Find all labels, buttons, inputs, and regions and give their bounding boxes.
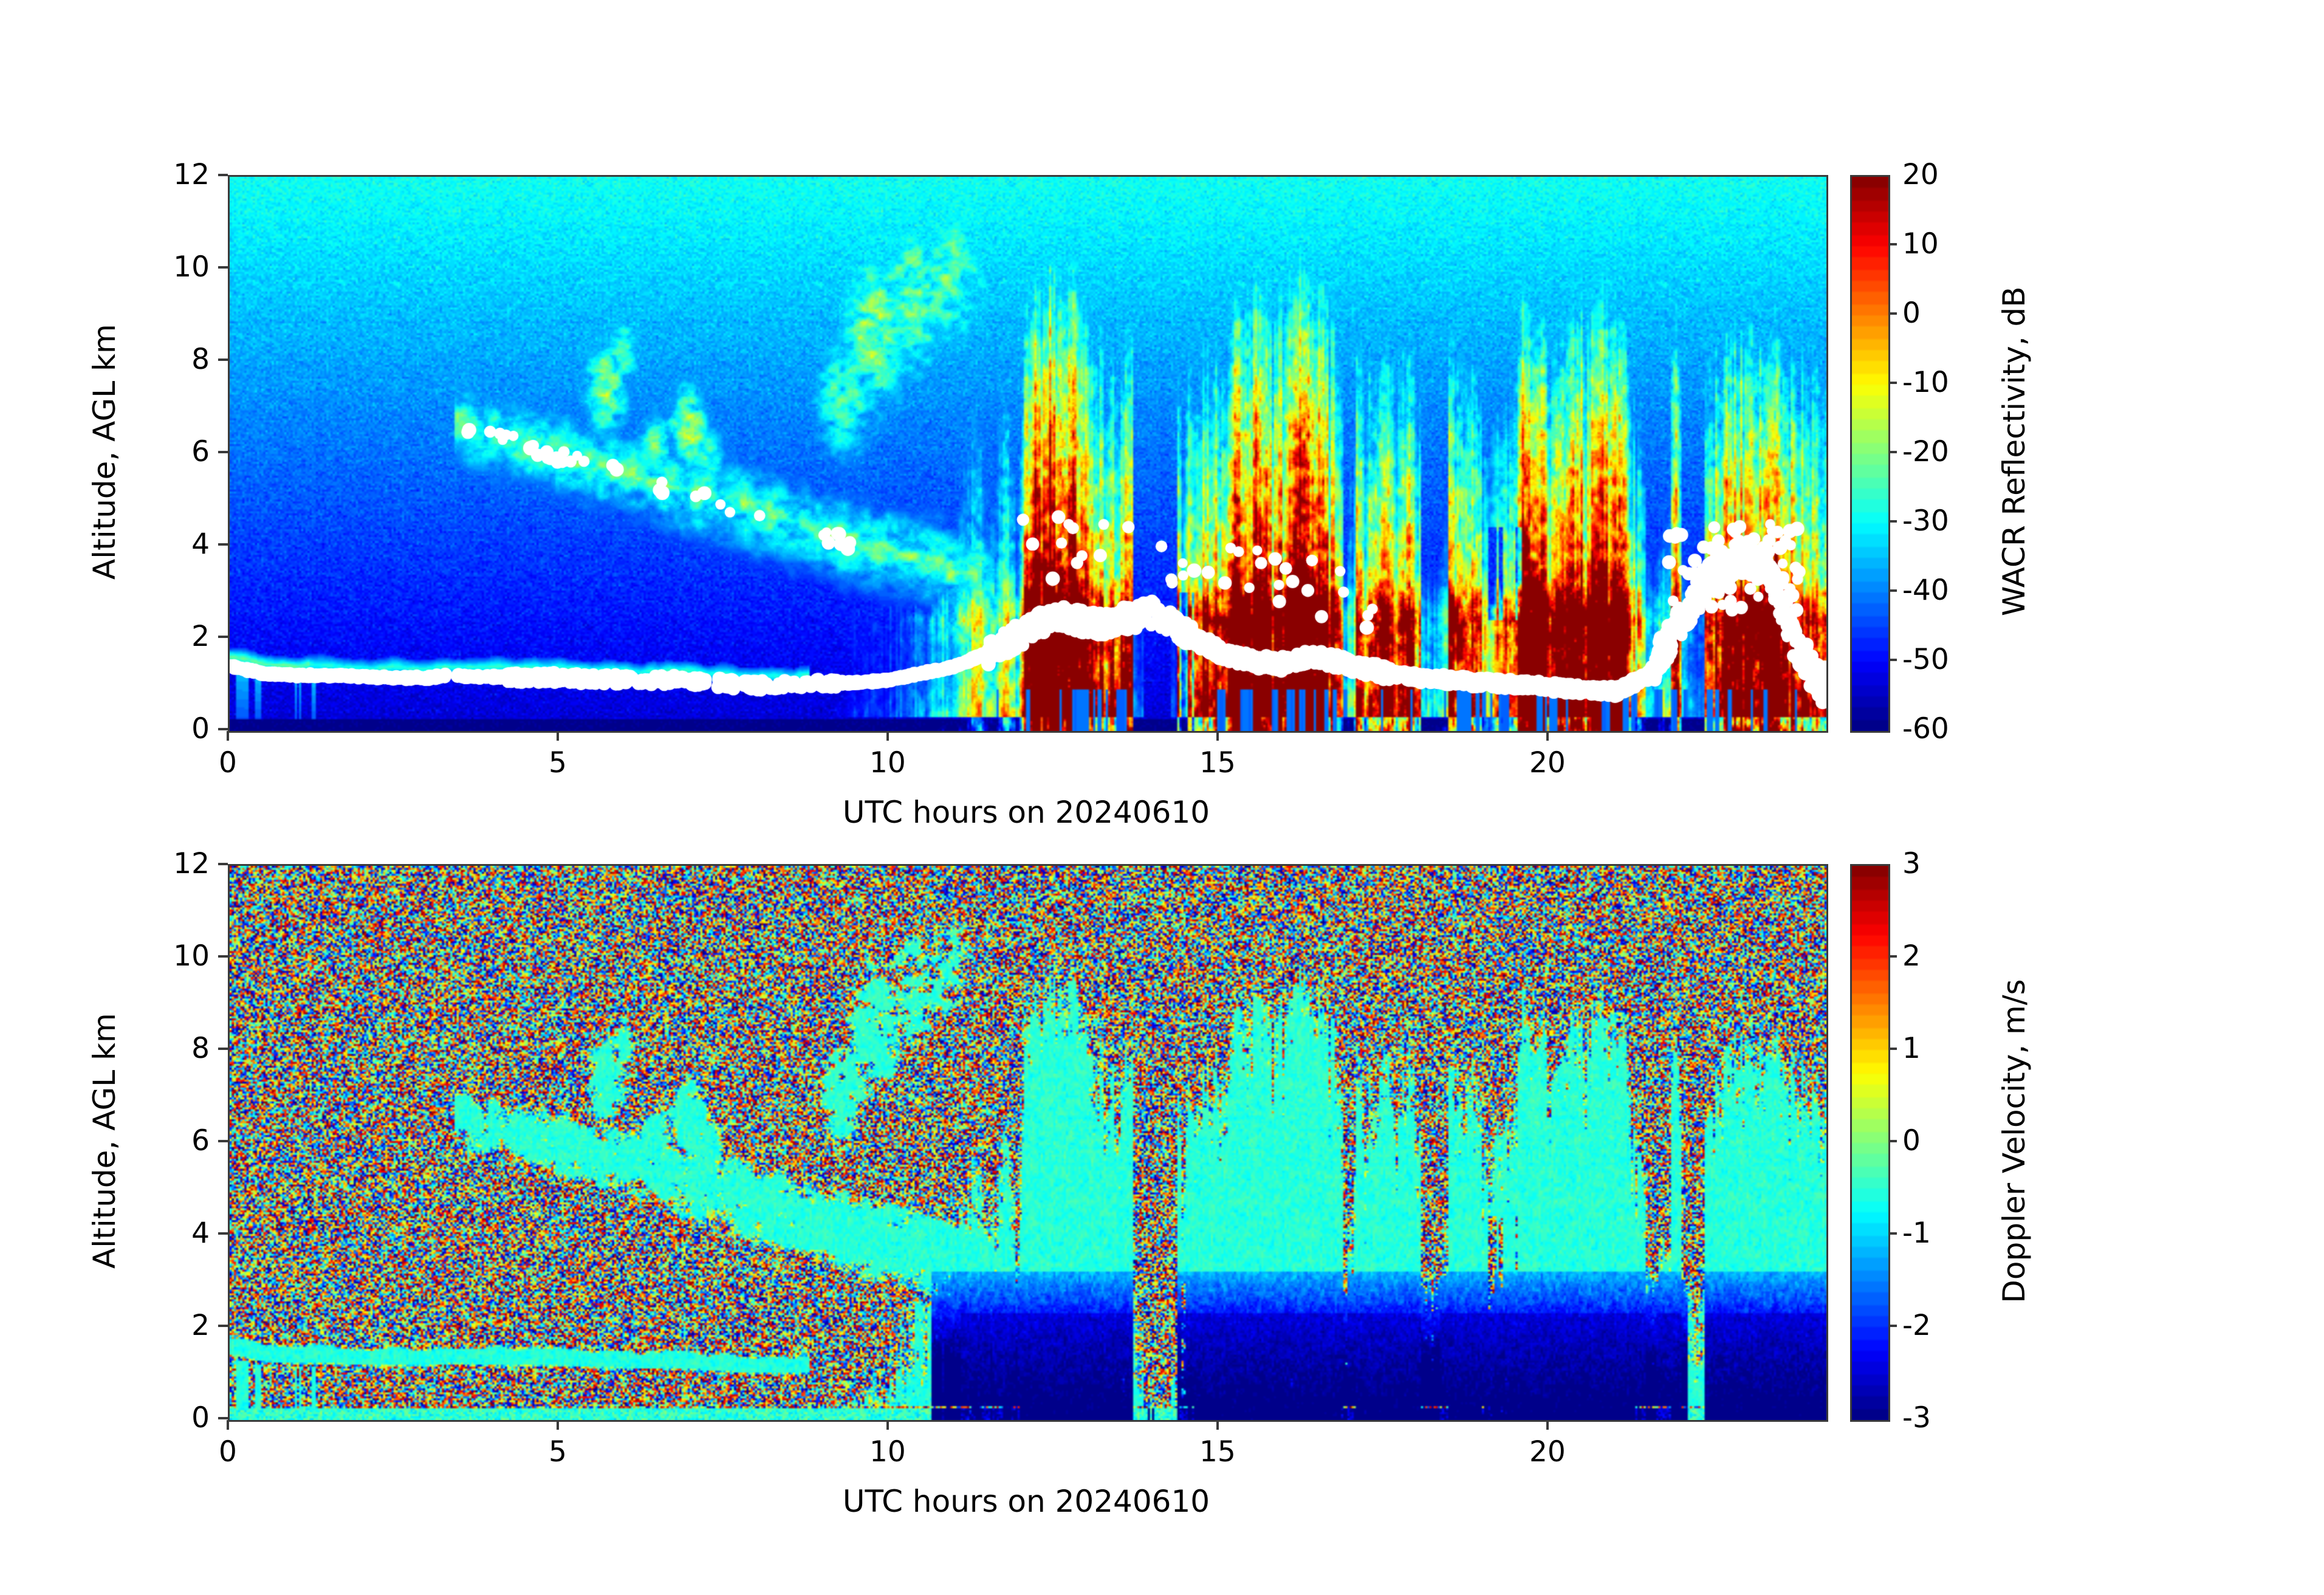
y-tick-mark [218,863,228,865]
colorbar-tick-mark [1888,1048,1897,1050]
colorbar-tick-label: -20 [1902,435,1949,468]
x-tick-label: 5 [549,1435,567,1469]
x-tick-mark [886,731,889,741]
reflectivity-colorbar-gradient [1852,177,1888,731]
colorbar-tick-mark [1888,312,1897,315]
y-tick-mark [218,174,228,176]
colorbar-tick-mark [1888,1140,1897,1142]
y-tick-label: 4 [191,527,210,561]
x-tick-mark [556,1420,559,1430]
y-tick-mark [218,1140,228,1142]
y-tick-mark [218,1232,228,1235]
y-tick-label: 10 [173,250,210,284]
x-tick-label: 5 [549,746,567,780]
colorbar-tick-mark [1888,1325,1897,1327]
colorbar-tick-label: 0 [1902,297,1921,330]
y-tick-label: 4 [191,1216,210,1250]
y-tick-mark [218,955,228,958]
x-tick-label: 15 [1199,746,1236,780]
doppler-x-axis-title: UTC hours on 20240610 [842,1484,1210,1519]
colorbar-tick-mark [1888,1232,1897,1235]
x-tick-label: 20 [1529,1435,1566,1469]
x-tick-mark [227,731,229,741]
x-tick-mark [1216,731,1219,741]
y-tick-mark [218,543,228,546]
colorbar-tick-mark [1888,451,1897,453]
y-tick-label: 12 [173,158,210,191]
y-tick-label: 0 [191,1401,210,1435]
x-tick-mark [1216,1420,1219,1430]
y-tick-mark [218,728,228,730]
y-tick-label: 8 [191,343,210,376]
y-tick-mark [218,636,228,638]
y-tick-label: 2 [191,620,210,653]
colorbar-tick-label: -40 [1902,574,1949,607]
y-tick-label: 2 [191,1309,210,1342]
colorbar-tick-mark [1888,520,1897,523]
doppler-colorbar-gradient [1852,866,1888,1420]
y-tick-label: 8 [191,1032,210,1065]
colorbar-tick-label: 2 [1902,939,1921,973]
doppler-colorbar [1850,864,1890,1422]
colorbar-tick-mark [1888,659,1897,661]
reflectivity-colorbar [1850,175,1890,733]
x-tick-mark [556,731,559,741]
y-tick-mark [218,1417,228,1419]
colorbar-tick-mark [1888,382,1897,384]
colorbar-tick-mark [1888,589,1897,592]
ceilometer-cloud-base-overlay [230,177,1826,731]
y-tick-label: 12 [173,847,210,880]
y-tick-mark [218,1048,228,1050]
y-tick-label: 6 [191,435,210,468]
x-tick-mark [1546,731,1549,741]
y-tick-label: 6 [191,1124,210,1158]
colorbar-tick-label: 3 [1902,847,1921,880]
colorbar-tick-mark [1888,955,1897,958]
colorbar-tick-label: -50 [1902,643,1949,676]
colorbar-tick-label: 10 [1902,227,1939,261]
colorbar-tick-mark [1888,243,1897,245]
y-tick-mark [218,266,228,269]
colorbar-tick-label: -60 [1902,712,1949,746]
x-tick-mark [886,1420,889,1430]
colorbar-tick-label: 0 [1902,1124,1921,1158]
x-tick-label: 10 [869,1435,906,1469]
doppler-heatmap-canvas [230,866,1826,1420]
x-tick-label: 10 [869,746,906,780]
reflectivity-plot-area [228,175,1828,733]
colorbar-tick-label: -3 [1902,1401,1931,1435]
x-tick-label: 0 [219,1435,237,1469]
colorbar-tick-label: -10 [1902,366,1949,399]
x-tick-mark [227,1420,229,1430]
colorbar-tick-label: -1 [1902,1216,1931,1250]
colorbar-tick-label: 1 [1902,1032,1921,1065]
doppler-plot-area [228,864,1828,1422]
reflectivity-x-axis-title: UTC hours on 20240610 [842,795,1210,830]
x-tick-label: 15 [1199,1435,1236,1469]
x-tick-label: 0 [219,746,237,780]
y-tick-mark [218,1325,228,1327]
x-tick-label: 20 [1529,746,1566,780]
colorbar-tick-label: -30 [1902,504,1949,538]
y-tick-label: 0 [191,712,210,746]
y-tick-label: 10 [173,939,210,973]
x-tick-mark [1546,1420,1549,1430]
y-tick-mark [218,451,228,453]
y-tick-mark [218,358,228,361]
colorbar-tick-label: -2 [1902,1309,1931,1342]
colorbar-tick-label: 20 [1902,158,1939,191]
